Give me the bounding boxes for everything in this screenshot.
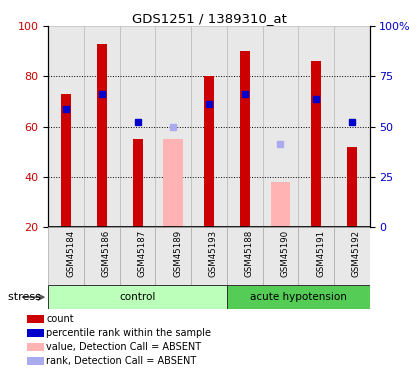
- Bar: [191, 227, 227, 285]
- Bar: [27, 357, 44, 365]
- Bar: [48, 285, 227, 309]
- Bar: [120, 26, 155, 227]
- Bar: [298, 26, 334, 227]
- Bar: [227, 26, 262, 227]
- Title: GDS1251 / 1389310_at: GDS1251 / 1389310_at: [131, 12, 286, 25]
- Bar: [227, 227, 262, 285]
- Bar: [298, 227, 334, 285]
- Bar: [61, 94, 71, 227]
- Text: GSM45190: GSM45190: [281, 230, 289, 277]
- Bar: [262, 26, 298, 227]
- Bar: [227, 285, 370, 309]
- Bar: [27, 315, 44, 323]
- Bar: [311, 62, 321, 227]
- Text: count: count: [46, 314, 74, 324]
- Bar: [84, 26, 120, 227]
- Text: stress: stress: [8, 292, 44, 302]
- Bar: [27, 329, 44, 337]
- Text: percentile rank within the sample: percentile rank within the sample: [46, 328, 211, 338]
- Text: GSM45184: GSM45184: [66, 230, 75, 277]
- Bar: [120, 227, 155, 285]
- Text: GSM45193: GSM45193: [209, 230, 218, 277]
- Bar: [84, 227, 120, 285]
- Text: control: control: [119, 292, 156, 302]
- Text: GSM45186: GSM45186: [102, 230, 111, 277]
- Bar: [97, 44, 107, 227]
- Text: GSM45187: GSM45187: [138, 230, 147, 277]
- Bar: [240, 51, 249, 227]
- Bar: [155, 26, 191, 227]
- Bar: [133, 139, 142, 227]
- Bar: [204, 76, 214, 227]
- Bar: [347, 147, 357, 227]
- Text: value, Detection Call = ABSENT: value, Detection Call = ABSENT: [46, 342, 201, 352]
- Bar: [334, 26, 370, 227]
- Bar: [270, 182, 290, 227]
- Text: GSM45189: GSM45189: [173, 230, 182, 277]
- Bar: [48, 227, 84, 285]
- Bar: [48, 26, 84, 227]
- Text: GSM45188: GSM45188: [244, 230, 254, 277]
- Text: GSM45191: GSM45191: [316, 230, 325, 277]
- Bar: [163, 139, 183, 227]
- Bar: [155, 227, 191, 285]
- Bar: [191, 26, 227, 227]
- Text: rank, Detection Call = ABSENT: rank, Detection Call = ABSENT: [46, 356, 197, 366]
- Bar: [27, 343, 44, 351]
- Bar: [262, 227, 298, 285]
- Text: acute hypotension: acute hypotension: [250, 292, 346, 302]
- Text: GSM45192: GSM45192: [352, 230, 361, 277]
- Bar: [334, 227, 370, 285]
